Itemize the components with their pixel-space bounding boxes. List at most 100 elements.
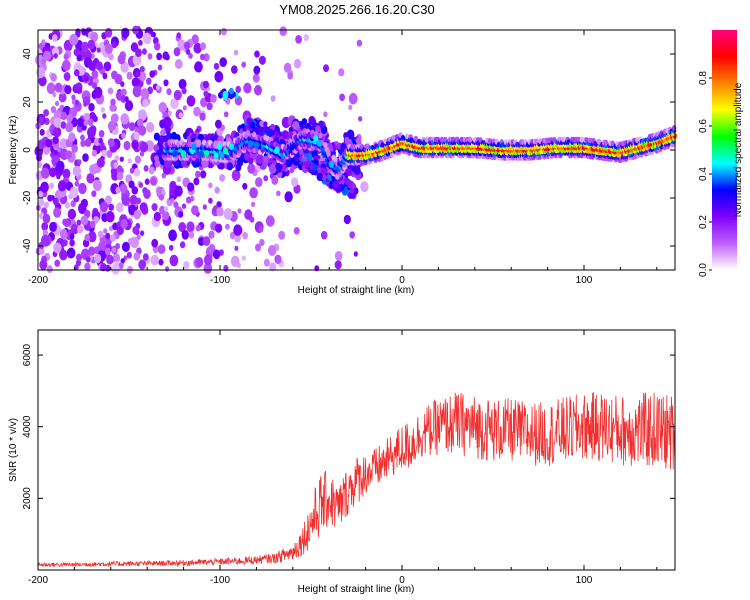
heatmap-cell — [133, 131, 140, 140]
heatmap-cell — [130, 236, 139, 249]
heatmap-cell — [53, 117, 62, 128]
heatmap-cell — [332, 180, 339, 189]
heatmap-cell — [116, 226, 124, 235]
heatmap-cell — [303, 34, 310, 42]
heatmap-cell — [274, 254, 282, 264]
heatmap-cell — [324, 146, 329, 153]
heatmap-cell — [43, 201, 49, 209]
heatmap-cell — [138, 125, 147, 136]
heatmap-cell — [184, 41, 191, 50]
heatmap-cell — [320, 230, 328, 240]
heatmap-cell — [98, 241, 106, 252]
heatmap-cell — [271, 175, 279, 185]
heatmap-cell — [66, 114, 73, 123]
heatmap-cell — [37, 139, 46, 150]
heatmap-cell — [413, 135, 419, 142]
heatmap-cell — [142, 253, 149, 261]
heatmap-cell — [62, 59, 71, 71]
heatmap-cell — [88, 103, 95, 112]
heatmap-cell — [76, 253, 82, 262]
heatmap-cell — [304, 161, 310, 169]
heatmap-cell — [346, 180, 353, 187]
heatmap-cell — [38, 42, 44, 50]
heatmap-cell — [40, 181, 49, 193]
heatmap-cell — [135, 48, 142, 57]
heatmap-cell — [157, 64, 163, 71]
heatmap-cell — [116, 171, 124, 181]
y-tick-label: 40 — [22, 48, 33, 60]
heatmap-cell — [237, 208, 242, 214]
heatmap-cell — [181, 87, 187, 95]
heatmap-cell — [99, 201, 108, 213]
heatmap-cell — [212, 249, 221, 260]
heatmap-cell — [203, 53, 210, 62]
heatmap-cell — [203, 90, 209, 98]
heatmap-cell — [210, 94, 217, 103]
heatmap-cell — [206, 102, 213, 111]
heatmap-cell — [223, 111, 229, 118]
heatmap-cell — [323, 111, 328, 118]
heatmap-cell — [87, 231, 97, 243]
heatmap-cell — [96, 157, 105, 168]
heatmap-cell — [97, 230, 104, 239]
heatmap-cell — [131, 139, 139, 150]
heatmap-cell — [170, 98, 179, 110]
heatmap-cell — [183, 261, 190, 269]
heatmap-cell — [110, 98, 116, 106]
heatmap-cell — [156, 150, 161, 156]
heatmap-cell — [72, 165, 82, 177]
snr-panel: -200 -100 0 100 2000 4000 6000 Height of stra… — [8, 329, 676, 595]
heatmap-cell — [228, 92, 234, 100]
heatmap-cell — [146, 77, 152, 86]
heatmap-cell — [269, 157, 274, 163]
snr-series-line — [37, 391, 676, 568]
heatmap-cell — [323, 64, 329, 73]
heatmap-cell — [84, 262, 91, 271]
heatmap-cell — [62, 168, 71, 179]
heatmap-cell — [83, 101, 88, 107]
heatmap-cell — [165, 266, 170, 272]
heatmap-cell — [150, 254, 159, 266]
heatmap-cell — [106, 150, 113, 158]
heatmap-cell — [74, 180, 80, 187]
heatmap-cell — [269, 123, 276, 131]
heatmap-cell — [316, 139, 322, 147]
heatmap-cell — [38, 190, 44, 198]
x-tick-label: 100 — [576, 275, 593, 286]
heatmap-cell — [59, 138, 69, 150]
heatmap-cell — [42, 213, 51, 224]
heatmap-cell — [268, 163, 277, 174]
heatmap-cell — [204, 150, 210, 157]
heatmap-cell — [115, 186, 121, 194]
heatmap-cell — [263, 258, 270, 267]
heatmap-cell — [140, 88, 149, 99]
heatmap-cell — [104, 43, 113, 55]
heatmap-cell — [69, 239, 75, 247]
heatmap-cell — [121, 194, 130, 206]
heatmap-cell — [166, 88, 172, 96]
heatmap-cell — [93, 86, 103, 99]
heatmap-cell — [159, 119, 167, 129]
heatmap-cell — [279, 26, 288, 37]
heatmap-cell — [91, 82, 97, 89]
y-tick-label: 2000 — [22, 487, 33, 510]
heatmap-cell — [64, 85, 72, 95]
x-tick-label: -100 — [210, 275, 230, 286]
heatmap-cell — [83, 74, 88, 80]
heatmap-cell — [233, 49, 239, 56]
heatmap-cell — [89, 220, 96, 229]
heatmap-cell — [84, 138, 92, 147]
heatmap-cell — [38, 75, 47, 87]
heatmap-cell — [195, 257, 204, 268]
heatmap-cell — [158, 193, 165, 201]
x-tick-label: 100 — [576, 575, 593, 586]
heatmap-cell — [129, 167, 135, 174]
heatmap-cell — [223, 208, 233, 220]
heatmap-cell — [603, 139, 609, 146]
heatmap-cell — [76, 219, 82, 226]
heatmap-cell — [71, 94, 76, 100]
heatmap-cell — [293, 227, 300, 235]
heatmap-cell — [120, 113, 129, 125]
heatmap-cell — [187, 182, 195, 192]
heatmap-cell — [74, 264, 79, 271]
